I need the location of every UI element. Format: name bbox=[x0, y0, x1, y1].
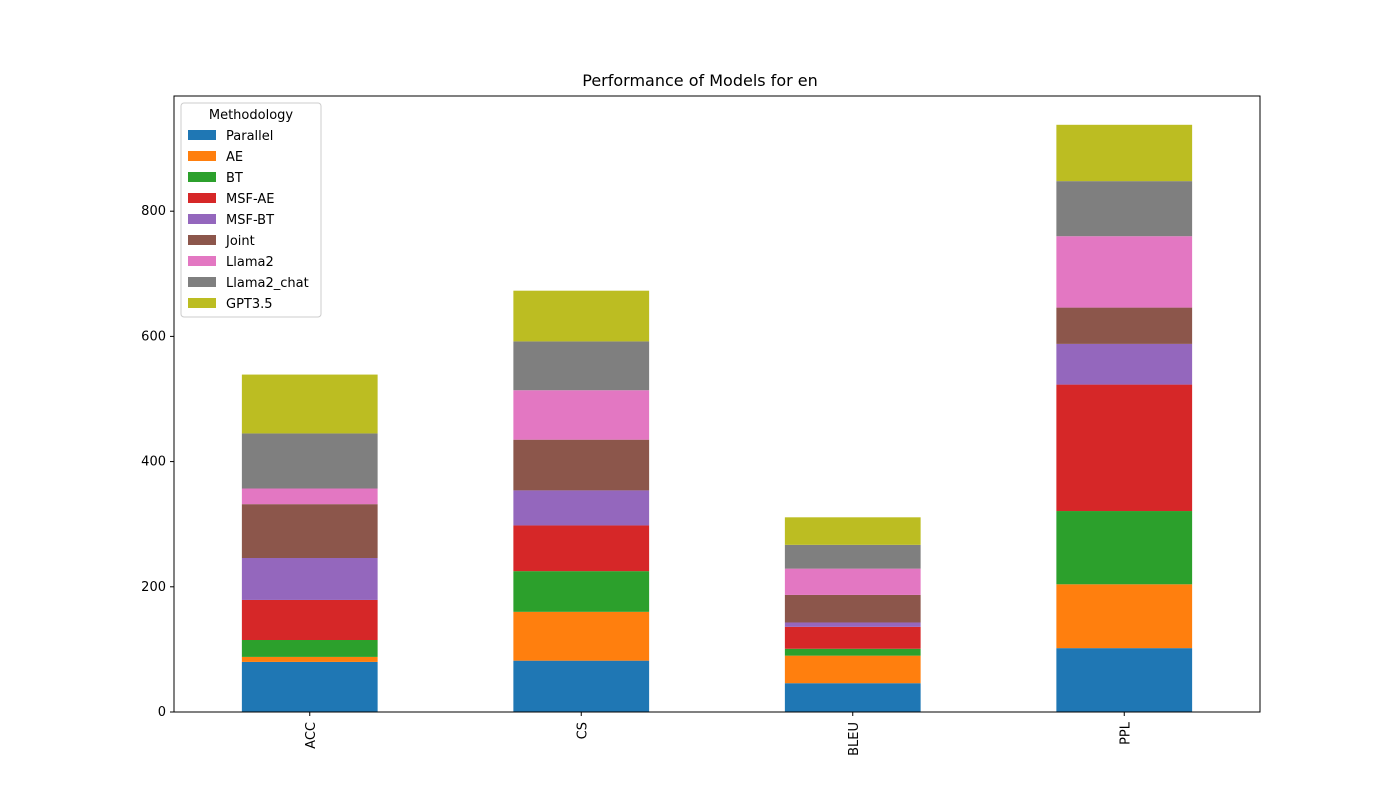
bar-bt-ppl bbox=[1056, 511, 1193, 585]
bar-gpt3-5-ppl bbox=[1056, 124, 1193, 182]
bar-joint-cs bbox=[513, 439, 650, 491]
bar-llama2-chat-ppl bbox=[1056, 181, 1193, 237]
legend-swatch-parallel bbox=[188, 130, 216, 140]
bar-msf-ae-bleu bbox=[784, 626, 921, 649]
y-tick-label: 0 bbox=[158, 705, 166, 720]
bar-msf-ae-ppl bbox=[1056, 384, 1193, 512]
legend-swatch-joint bbox=[188, 235, 216, 245]
legend-label: Joint bbox=[225, 234, 255, 249]
bar-ae-ppl bbox=[1056, 584, 1193, 649]
chart-title: Performance of Models for en bbox=[582, 71, 818, 90]
legend-swatch-bt bbox=[188, 172, 216, 182]
y-tick-label: 400 bbox=[141, 455, 166, 470]
bar-msf-bt-bleu bbox=[784, 622, 921, 627]
legend-label: GPT3.5 bbox=[226, 297, 273, 312]
bar-parallel-acc bbox=[241, 661, 378, 712]
x-tick-label: ACC bbox=[304, 722, 319, 749]
bar-llama2-acc bbox=[241, 488, 378, 505]
legend-label: AE bbox=[226, 150, 243, 165]
legend-label: MSF-BT bbox=[226, 213, 274, 228]
bars-layer bbox=[241, 124, 1193, 712]
legend-swatch-msf-bt bbox=[188, 214, 216, 224]
y-tick-label: 600 bbox=[141, 329, 166, 344]
bar-msf-ae-acc bbox=[241, 599, 378, 641]
bar-llama2-bleu bbox=[784, 568, 921, 595]
legend-swatch-llama2-chat bbox=[188, 277, 216, 287]
bar-ae-acc bbox=[241, 656, 378, 662]
bar-gpt3-5-cs bbox=[513, 290, 650, 342]
bar-msf-bt-cs bbox=[513, 490, 650, 526]
x-tick-label: CS bbox=[575, 722, 590, 739]
bar-gpt3-5-bleu bbox=[784, 517, 921, 545]
bar-parallel-ppl bbox=[1056, 648, 1193, 712]
bar-llama2-chat-cs bbox=[513, 341, 650, 391]
bar-llama2-chat-acc bbox=[241, 433, 378, 489]
legend-swatch-ae bbox=[188, 151, 216, 161]
legend-swatch-llama2 bbox=[188, 256, 216, 266]
bar-ae-cs bbox=[513, 611, 650, 661]
bar-bt-bleu bbox=[784, 648, 921, 656]
bar-llama2-chat-bleu bbox=[784, 544, 921, 569]
bar-ae-bleu bbox=[784, 655, 921, 684]
y-axis: 0 200 400 600 800 bbox=[141, 204, 174, 720]
bar-llama2-cs bbox=[513, 390, 650, 440]
legend-label: Parallel bbox=[226, 129, 273, 144]
bar-bt-acc bbox=[241, 640, 378, 657]
y-tick-label: 200 bbox=[141, 580, 166, 595]
legend-label: Llama2 bbox=[226, 255, 274, 270]
legend-swatch-msf-ae bbox=[188, 193, 216, 203]
x-tick-label: BLEU bbox=[847, 722, 862, 756]
bar-joint-bleu bbox=[784, 594, 921, 623]
bar-parallel-bleu bbox=[784, 683, 921, 712]
y-tick-label: 800 bbox=[141, 204, 166, 219]
legend-title: Methodology bbox=[209, 108, 294, 123]
plot-frame bbox=[173, 95, 1261, 713]
bar-llama2-ppl bbox=[1056, 236, 1193, 308]
bar-joint-ppl bbox=[1056, 307, 1193, 344]
bar-joint-acc bbox=[241, 504, 378, 558]
legend-label: MSF-AE bbox=[226, 192, 274, 207]
legend-label: Llama2_chat bbox=[226, 276, 309, 291]
bar-gpt3-5-acc bbox=[241, 374, 378, 434]
bar-msf-ae-cs bbox=[513, 525, 650, 572]
legend-label: BT bbox=[226, 171, 243, 186]
x-axis: ACC CS BLEU PPL bbox=[304, 712, 1133, 756]
x-tick-label: PPL bbox=[1118, 721, 1133, 745]
bar-parallel-cs bbox=[513, 660, 650, 712]
bar-msf-bt-acc bbox=[241, 558, 378, 600]
legend: Methodology Parallel AE BT MSF-AE MSF-BT Joint… bbox=[180, 102, 322, 318]
bar-msf-bt-ppl bbox=[1056, 343, 1193, 385]
legend-swatch-gpt3-5 bbox=[188, 298, 216, 308]
bar-bt-cs bbox=[513, 571, 650, 612]
